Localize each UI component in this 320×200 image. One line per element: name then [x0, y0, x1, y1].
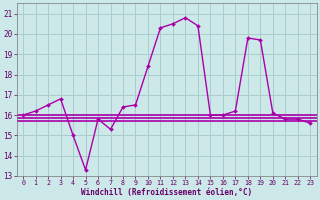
X-axis label: Windchill (Refroidissement éolien,°C): Windchill (Refroidissement éolien,°C) [81, 188, 252, 197]
